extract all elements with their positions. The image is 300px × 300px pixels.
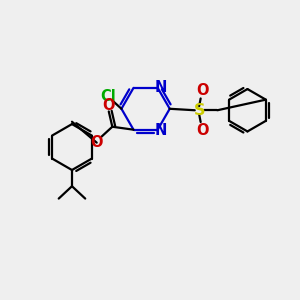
Text: N: N bbox=[155, 80, 167, 95]
Text: O: O bbox=[103, 98, 115, 113]
Text: S: S bbox=[194, 103, 205, 118]
Text: N: N bbox=[155, 123, 167, 138]
Text: O: O bbox=[196, 123, 208, 138]
Text: O: O bbox=[91, 135, 103, 150]
Text: Cl: Cl bbox=[100, 89, 116, 104]
Text: O: O bbox=[196, 83, 208, 98]
